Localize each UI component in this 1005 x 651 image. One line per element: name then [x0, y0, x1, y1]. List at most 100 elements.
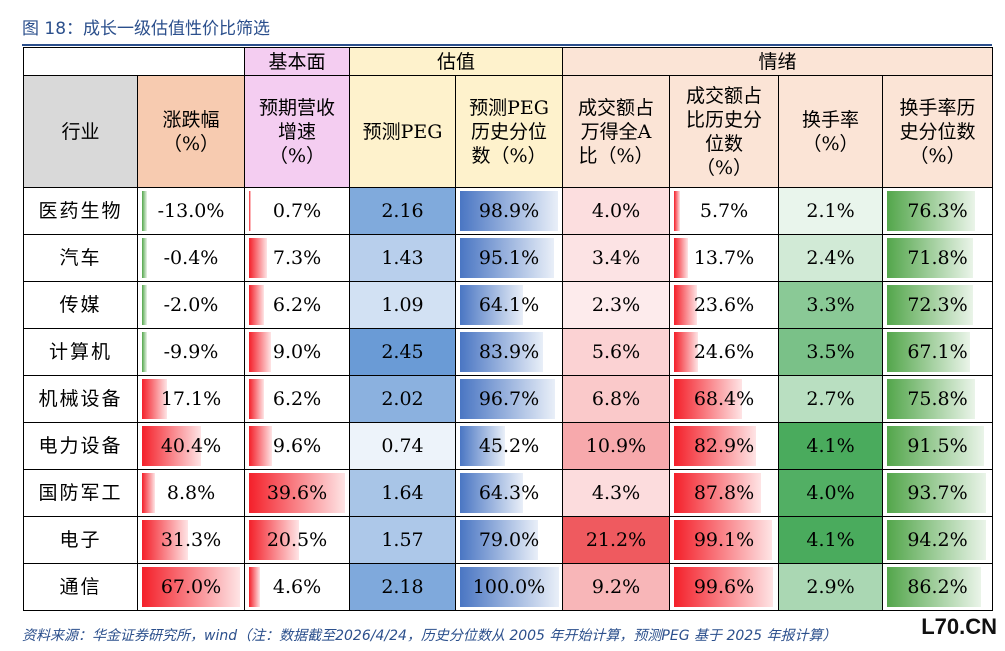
change-bar: [142, 191, 147, 231]
turnover-rate-percentile-cell: 86.2%: [882, 563, 994, 611]
col-header-turnover-percentile-label: 成交额占 比历史分 位数 （%）: [686, 84, 763, 179]
turnover-percentile-value: 99.1%: [693, 529, 755, 551]
turnover-rate-percentile-bar: [887, 285, 973, 325]
turnover-rate-cell: 3.3%: [778, 281, 884, 329]
table-row: 计算机 -9.9% 9.0% 2.45 83.9% 5.6% 24.6% 3.5% 67.1%: [23, 328, 994, 376]
change-value: -9.9%: [163, 341, 219, 363]
change-bar: [142, 379, 167, 419]
revenue-growth-cell: 6.2%: [244, 281, 350, 329]
turnover-share-cell: 5.6%: [562, 328, 671, 376]
revenue-growth-cell: 0.7%: [244, 187, 350, 235]
turnover-rate-percentile-value: 76.3%: [907, 200, 968, 222]
table-row: 传媒 -2.0% 6.2% 1.09 64.1% 2.3% 23.6% 3.3% 72.3%: [23, 281, 994, 329]
change-value: -13.0%: [157, 200, 225, 222]
table-row: 国防军工 8.8% 39.6% 1.64 64.3% 4.3% 87.8% 4.0% 93.7%: [23, 469, 994, 517]
revenue-growth-bar: [249, 285, 264, 325]
turnover-share-value: 3.4%: [591, 247, 641, 269]
table-row: 电力设备 40.4% 9.6% 0.74 45.2% 10.9% 82.9% 4.1% 91.5…: [23, 422, 994, 470]
change-value: 8.8%: [166, 482, 216, 504]
turnover-share-value: 5.6%: [591, 341, 641, 363]
industry-cell: 传媒: [23, 281, 138, 329]
turnover-rate-cell: 2.9%: [778, 563, 884, 611]
peg-percentile-bar: [460, 473, 524, 513]
change-bar: [142, 238, 147, 278]
col-header-revenue-growth-label: 预期营收 增速 （%）: [258, 96, 335, 167]
peg-value: 2.45: [381, 341, 424, 363]
table-row: 机械设备 17.1% 6.2% 2.02 96.7% 6.8% 68.4% 2.7% 75.8%: [23, 375, 994, 423]
col-header-peg-percentile-label: 预测PEG 历史分位 数（%）: [469, 96, 549, 167]
turnover-percentile-cell: 87.8%: [669, 469, 780, 517]
turnover-percentile-bar: [674, 426, 757, 466]
change-value: -0.4%: [163, 247, 219, 269]
source-note: 资料来源：华金证券研究所，wind（注：数据截至2026/4/24，历史分位数从…: [22, 628, 837, 644]
turnover-rate-value: 4.1%: [806, 529, 855, 551]
industry-cell: 医药生物: [23, 187, 138, 235]
revenue-growth-bar: [249, 238, 267, 278]
table-row: 医药生物 -13.0% 0.7% 2.16 98.9% 4.0% 5.7% 2.1% 76.3%: [23, 187, 994, 235]
peg-cell: 1.09: [349, 281, 456, 329]
revenue-growth-bar: [249, 520, 299, 560]
turnover-share-value: 21.2%: [585, 529, 647, 551]
turnover-percentile-value: 87.8%: [693, 482, 755, 504]
peg-cell: 1.43: [349, 234, 456, 282]
industry-cell: 电力设备: [23, 422, 138, 470]
change-bar: [142, 426, 201, 466]
turnover-percentile-value: 99.6%: [693, 576, 755, 598]
turnover-percentile-cell: 82.9%: [669, 422, 780, 470]
table-body: 医药生物 -13.0% 0.7% 2.16 98.9% 4.0% 5.7% 2.1% 76.3%…: [23, 187, 994, 611]
col-header-turnover-share: 成交额占 万得全A 比（%）: [562, 75, 671, 188]
change-bar: [142, 285, 147, 325]
turnover-percentile-bar: [674, 473, 762, 513]
turnover-rate-value: 2.9%: [806, 576, 855, 598]
group-header-row: 基本面 估值 情绪: [23, 47, 994, 76]
revenue-growth-bar: [249, 426, 273, 466]
turnover-rate-percentile-bar: [887, 567, 982, 607]
peg-percentile-bar: [460, 332, 543, 372]
col-header-turnover-share-label: 成交额占 万得全A 比（%）: [578, 96, 655, 167]
revenue-growth-value: 39.6%: [266, 482, 328, 504]
peg-cell: 2.45: [349, 328, 456, 376]
col-header-revenue-growth: 预期营收 增速 （%）: [244, 75, 350, 188]
industry-cell: 机械设备: [23, 375, 138, 423]
turnover-share-value: 4.3%: [591, 482, 641, 504]
change-cell: 67.0%: [137, 563, 245, 611]
turnover-rate-value: 3.5%: [806, 341, 855, 363]
turnover-share-cell: 10.9%: [562, 422, 671, 470]
peg-value: 2.16: [381, 200, 424, 222]
group-header-blank: [23, 47, 245, 76]
turnover-rate-percentile-bar: [887, 238, 973, 278]
peg-value: 0.74: [381, 435, 424, 457]
table-row: 通信 67.0% 4.6% 2.18 100.0% 9.2% 99.6% 2.9% 86.2%: [23, 563, 994, 611]
turnover-rate-percentile-bar: [887, 191, 976, 231]
revenue-growth-value: 7.3%: [272, 247, 322, 269]
change-bar: [142, 520, 188, 560]
turnover-percentile-bar: [674, 567, 773, 607]
peg-cell: 2.16: [349, 187, 456, 235]
turnover-rate-cell: 3.5%: [778, 328, 884, 376]
turnover-rate-percentile-value: 93.7%: [907, 482, 968, 504]
turnover-rate-percentile-bar: [887, 426, 985, 466]
revenue-growth-value: 9.0%: [272, 341, 322, 363]
peg-percentile-value: 98.9%: [478, 200, 540, 222]
group-header-fundamental: 基本面: [244, 47, 350, 76]
peg-value: 1.64: [381, 482, 424, 504]
turnover-rate-percentile-bar: [887, 332, 970, 372]
peg-percentile-bar: [460, 238, 554, 278]
revenue-growth-cell: 7.3%: [244, 234, 350, 282]
peg-percentile-cell: 95.1%: [454, 234, 564, 282]
revenue-growth-bar: [249, 567, 261, 607]
peg-percentile-bar: [460, 285, 524, 325]
col-header-change-label: 涨跌幅 （%）: [162, 108, 220, 155]
peg-percentile-bar: [460, 520, 538, 560]
revenue-growth-bar: [249, 379, 264, 419]
peg-percentile-cell: 79.0%: [454, 516, 564, 564]
turnover-percentile-cell: 13.7%: [669, 234, 780, 282]
table-row: 电子 31.3% 20.5% 1.57 79.0% 21.2% 99.1% 4.1% 94.2%: [23, 516, 994, 564]
column-header-row: 行业 涨跌幅 （%） 预期营收 增速 （%） 预测PEG 预测PEG 历史分位 …: [23, 75, 994, 188]
peg-cell: 1.57: [349, 516, 456, 564]
turnover-rate-percentile-bar: [887, 473, 986, 513]
turnover-percentile-bar: [674, 379, 742, 419]
turnover-rate-value: 2.4%: [806, 247, 855, 269]
col-header-peg-label: 预测PEG: [362, 120, 443, 143]
watermark: L70.CN: [919, 614, 999, 640]
